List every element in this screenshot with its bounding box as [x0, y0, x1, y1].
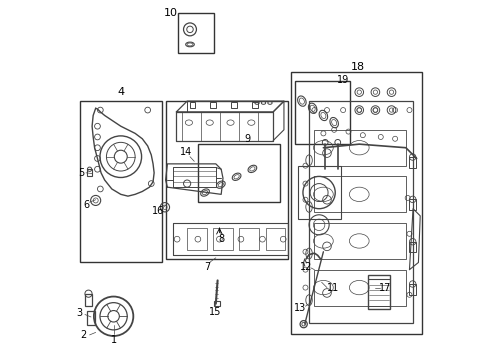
Text: 14: 14	[180, 147, 192, 157]
Text: 12: 12	[299, 262, 312, 272]
Bar	[408, 242, 415, 252]
Bar	[231, 102, 237, 108]
Bar	[198, 144, 280, 202]
Bar	[290, 72, 421, 334]
Bar	[86, 311, 95, 325]
Bar	[165, 101, 287, 259]
Bar	[265, 228, 285, 250]
Text: 8: 8	[218, 234, 224, 244]
Text: 19: 19	[336, 75, 348, 85]
Bar	[87, 169, 92, 176]
Text: 13: 13	[293, 303, 305, 313]
Bar	[314, 130, 405, 166]
Text: 18: 18	[350, 62, 364, 72]
Bar	[308, 101, 412, 323]
Bar	[165, 101, 287, 259]
Bar	[314, 176, 405, 212]
Text: 7: 7	[203, 262, 209, 272]
Text: 2: 2	[81, 330, 87, 340]
Text: 9: 9	[244, 134, 249, 144]
Bar	[408, 284, 415, 295]
Bar	[189, 102, 195, 108]
Bar	[80, 101, 162, 262]
Bar	[80, 101, 162, 262]
Bar	[290, 72, 421, 334]
Text: 10: 10	[163, 8, 178, 18]
Text: 17: 17	[379, 283, 391, 293]
Text: 5: 5	[78, 168, 84, 178]
Bar	[294, 81, 349, 144]
Bar	[367, 275, 389, 309]
Bar	[239, 228, 259, 250]
Bar	[178, 13, 214, 53]
Text: 16: 16	[152, 206, 164, 216]
Text: 15: 15	[208, 307, 221, 316]
Bar	[178, 13, 214, 53]
Bar	[210, 102, 216, 108]
Bar	[213, 301, 220, 306]
Bar	[408, 199, 415, 210]
Bar	[198, 144, 280, 202]
Bar	[314, 223, 405, 259]
Text: 1: 1	[110, 334, 117, 345]
Bar	[213, 228, 233, 250]
Bar	[251, 102, 257, 108]
Bar	[187, 228, 206, 250]
Text: 4: 4	[117, 87, 124, 97]
Bar	[294, 81, 349, 144]
Text: 3: 3	[76, 308, 82, 318]
Bar	[314, 270, 405, 306]
Bar	[297, 166, 340, 220]
Bar	[85, 294, 92, 306]
Text: 11: 11	[326, 283, 339, 293]
Text: 6: 6	[83, 200, 89, 210]
Bar	[408, 157, 415, 168]
